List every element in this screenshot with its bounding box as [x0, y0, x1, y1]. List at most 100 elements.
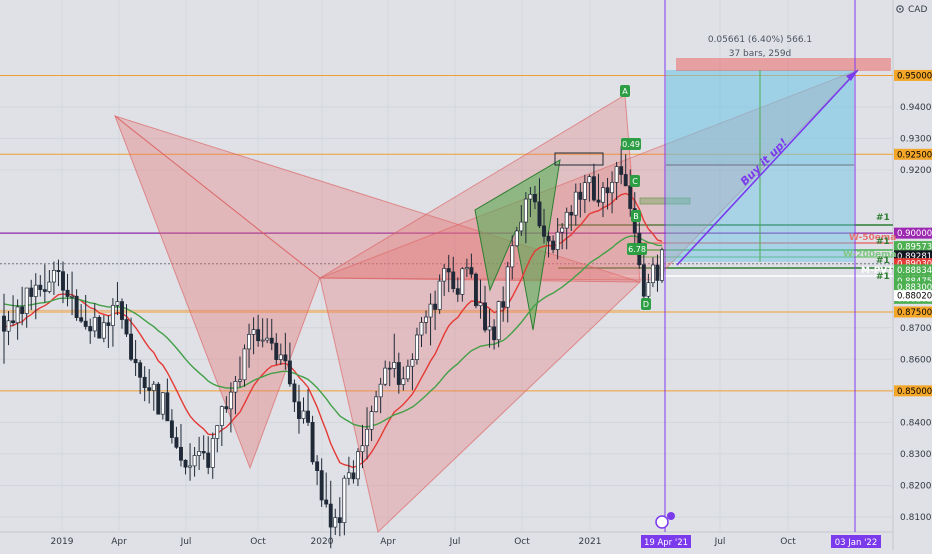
candle-143[interactable]: [650, 257, 655, 288]
candle-110[interactable]: [501, 286, 506, 322]
candle-129[interactable]: [587, 174, 592, 202]
candle-0[interactable]: [2, 293, 6, 364]
candle-18[interactable]: [83, 294, 88, 330]
candle-119[interactable]: [542, 208, 546, 244]
candle-21[interactable]: [97, 315, 102, 339]
candle-72[interactable]: [328, 480, 333, 549]
candle-77[interactable]: [351, 460, 356, 484]
candle-141[interactable]: [641, 249, 646, 300]
candle-113[interactable]: [514, 226, 519, 247]
candle-24[interactable]: [110, 298, 115, 347]
candle-38[interactable]: [174, 426, 179, 449]
candle-69[interactable]: [315, 455, 320, 486]
candle-100[interactable]: [455, 277, 460, 302]
candle-79[interactable]: [360, 424, 365, 469]
candle-124[interactable]: [564, 207, 569, 250]
candle-107[interactable]: [487, 308, 492, 348]
candle-68[interactable]: [310, 415, 315, 465]
candle-125[interactable]: [569, 205, 574, 231]
candle-26[interactable]: [120, 298, 124, 329]
candle-59[interactable]: [269, 318, 274, 351]
candle-47[interactable]: [215, 424, 220, 453]
candle-93[interactable]: [424, 310, 428, 334]
candle-27[interactable]: [124, 304, 129, 337]
candle-83[interactable]: [378, 377, 383, 414]
candle-116[interactable]: [528, 187, 533, 218]
candle-131[interactable]: [596, 173, 601, 207]
candle-117[interactable]: [532, 185, 537, 210]
candle-52[interactable]: [238, 356, 242, 388]
candle-23[interactable]: [106, 315, 111, 348]
candle-16[interactable]: [74, 289, 79, 321]
candle-109[interactable]: [496, 300, 501, 348]
candle-85[interactable]: [387, 361, 392, 387]
candle-64[interactable]: [292, 379, 297, 412]
candle-65[interactable]: [297, 384, 301, 434]
candlesticks[interactable]: [2, 146, 664, 549]
candle-60[interactable]: [274, 333, 279, 365]
candle-17[interactable]: [79, 304, 84, 324]
candle-58[interactable]: [265, 318, 270, 344]
candle-4[interactable]: [20, 286, 25, 326]
event-icon[interactable]: [655, 515, 669, 529]
candle-87[interactable]: [396, 352, 401, 394]
candle-73[interactable]: [333, 508, 338, 535]
candle-98[interactable]: [446, 254, 451, 293]
candle-88[interactable]: [401, 366, 406, 391]
candle-42[interactable]: [192, 446, 197, 477]
candle-96[interactable]: [437, 274, 442, 314]
candle-66[interactable]: [301, 397, 306, 424]
candle-54[interactable]: [247, 323, 251, 368]
candle-92[interactable]: [419, 317, 424, 347]
candle-70[interactable]: [319, 458, 324, 507]
candle-14[interactable]: [65, 273, 70, 307]
candle-144[interactable]: [655, 254, 660, 292]
candle-101[interactable]: [460, 267, 465, 302]
candle-78[interactable]: [356, 448, 360, 487]
long-position-tool[interactable]: [664, 0, 891, 532]
candle-30[interactable]: [138, 359, 143, 394]
candle-43[interactable]: [197, 436, 202, 471]
candle-33[interactable]: [151, 381, 156, 411]
candle-67[interactable]: [306, 389, 310, 426]
candle-62[interactable]: [283, 332, 288, 370]
candle-32[interactable]: [147, 369, 152, 404]
candle-128[interactable]: [582, 174, 587, 213]
candle-99[interactable]: [451, 256, 456, 293]
candle-1[interactable]: [6, 311, 11, 346]
candle-12[interactable]: [56, 259, 61, 287]
candle-111[interactable]: [505, 261, 510, 323]
candle-135[interactable]: [614, 161, 619, 201]
candle-82[interactable]: [374, 390, 379, 413]
candle-95[interactable]: [433, 290, 438, 330]
candle-130[interactable]: [591, 163, 596, 202]
candle-35[interactable]: [160, 392, 165, 420]
candle-114[interactable]: [519, 205, 524, 236]
candle-102[interactable]: [464, 258, 469, 277]
candle-10[interactable]: [47, 270, 52, 294]
candle-39[interactable]: [179, 423, 183, 467]
candle-22[interactable]: [101, 315, 106, 343]
candle-34[interactable]: [156, 382, 161, 415]
candle-84[interactable]: [383, 360, 388, 387]
candle-41[interactable]: [188, 443, 193, 481]
candle-25[interactable]: [115, 282, 120, 316]
candle-90[interactable]: [410, 353, 415, 391]
candle-137[interactable]: [623, 154, 628, 187]
candle-80[interactable]: [365, 407, 369, 460]
candle-104[interactable]: [473, 272, 478, 309]
candle-8[interactable]: [38, 275, 43, 297]
position-stop-zone[interactable]: [676, 58, 891, 71]
candle-94[interactable]: [428, 293, 433, 346]
candle-53[interactable]: [242, 344, 247, 387]
candle-55[interactable]: [251, 317, 256, 355]
candle-57[interactable]: [260, 318, 265, 348]
candle-45[interactable]: [206, 436, 211, 475]
candle-97[interactable]: [442, 264, 447, 296]
candle-36[interactable]: [165, 378, 170, 422]
candle-11[interactable]: [51, 261, 56, 295]
candle-81[interactable]: [369, 405, 374, 441]
candle-108[interactable]: [492, 319, 497, 350]
candle-50[interactable]: [228, 382, 233, 433]
